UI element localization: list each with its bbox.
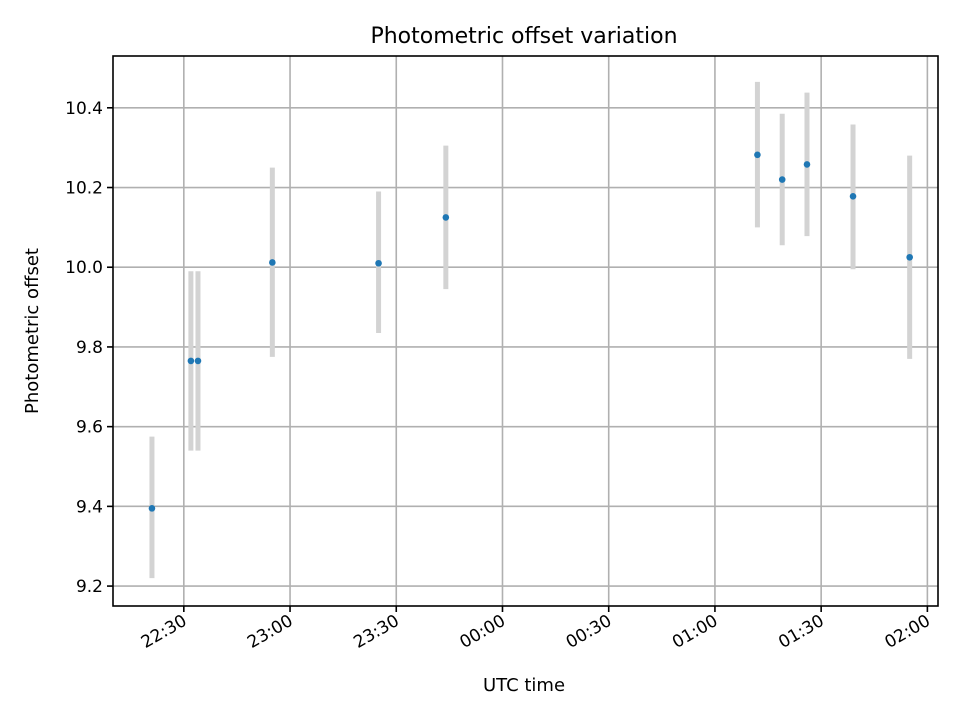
y-tick-label: 9.2	[76, 577, 103, 597]
point-layer	[148, 151, 913, 512]
chart-title: Photometric offset variation	[370, 24, 677, 49]
data-point	[754, 151, 761, 159]
data-point	[906, 253, 913, 261]
y-tick-label: 10.4	[65, 99, 103, 119]
errorbar-layer	[149, 81, 913, 579]
plot-frame	[112, 55, 939, 607]
x-axis-label: UTC time	[483, 675, 565, 696]
y-axis-label: Photometric offset	[22, 248, 43, 414]
data-point	[778, 176, 786, 183]
tick-layer: 22:30 23:00 23:30 00:00 00:30 01:00 01:30 02:00…	[65, 99, 934, 653]
grid-layer	[113, 56, 938, 606]
y-tick-label: 10.2	[65, 179, 103, 199]
data-point	[148, 505, 156, 512]
x-tick-label: 02:00	[881, 611, 933, 653]
x-tick-label: 22:30	[138, 611, 190, 653]
x-tick-label: 01:30	[775, 611, 827, 653]
data-point	[187, 357, 195, 365]
data-point	[269, 259, 276, 266]
x-tick-label: 23:00	[244, 611, 296, 653]
y-tick-label: 9.6	[76, 418, 103, 438]
data-point	[194, 357, 202, 365]
y-tick-label: 9.8	[76, 338, 103, 358]
x-tick-label: 23:30	[350, 611, 402, 653]
data-point	[375, 259, 382, 267]
data-point	[442, 214, 450, 221]
x-tick-label: 00:30	[563, 611, 615, 653]
y-tick-label: 10.0	[65, 258, 103, 278]
x-tick-label: 00:00	[457, 611, 509, 653]
data-point	[803, 161, 811, 168]
y-tick-label: 9.4	[76, 497, 103, 517]
data-point	[849, 192, 857, 200]
x-tick-label: 01:00	[669, 611, 721, 653]
